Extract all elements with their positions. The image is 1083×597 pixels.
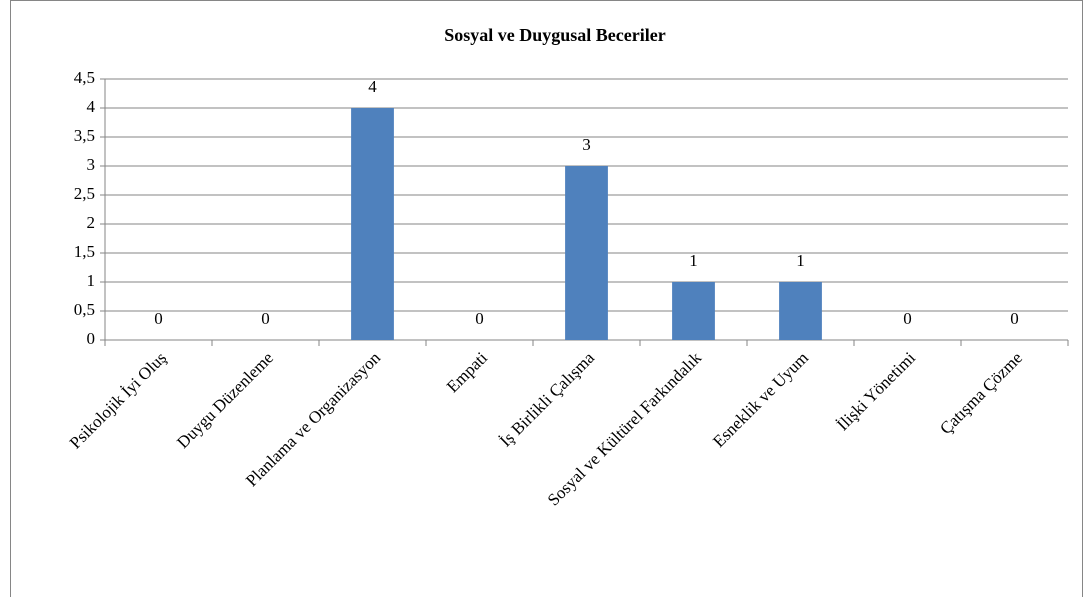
y-tick-label: 3 <box>87 155 96 174</box>
chart-frame <box>10 0 1083 597</box>
y-tick-label: 0,5 <box>74 300 95 319</box>
data-label: 0 <box>903 309 912 328</box>
y-tick-label: 3,5 <box>74 126 95 145</box>
data-label: 4 <box>368 77 377 96</box>
y-tick-label: 1 <box>87 271 96 290</box>
y-tick-label: 2,5 <box>74 184 95 203</box>
y-tick-label: 1,5 <box>74 242 95 261</box>
y-tick-label: 4,5 <box>74 68 95 87</box>
data-label: 1 <box>796 251 805 270</box>
y-tick-label: 0 <box>87 329 96 348</box>
bar <box>565 166 608 340</box>
bar <box>779 282 822 340</box>
bar <box>351 108 394 340</box>
y-tick-label: 4 <box>87 97 96 116</box>
chart-title: Sosyal ve Duygusal Beceriler <box>444 25 665 45</box>
data-label: 0 <box>1010 309 1019 328</box>
bar <box>672 282 715 340</box>
y-tick-label: 2 <box>87 213 96 232</box>
data-label: 1 <box>689 251 698 270</box>
data-label: 0 <box>475 309 484 328</box>
data-label: 0 <box>261 309 270 328</box>
data-label: 0 <box>154 309 163 328</box>
data-label: 3 <box>582 135 591 154</box>
